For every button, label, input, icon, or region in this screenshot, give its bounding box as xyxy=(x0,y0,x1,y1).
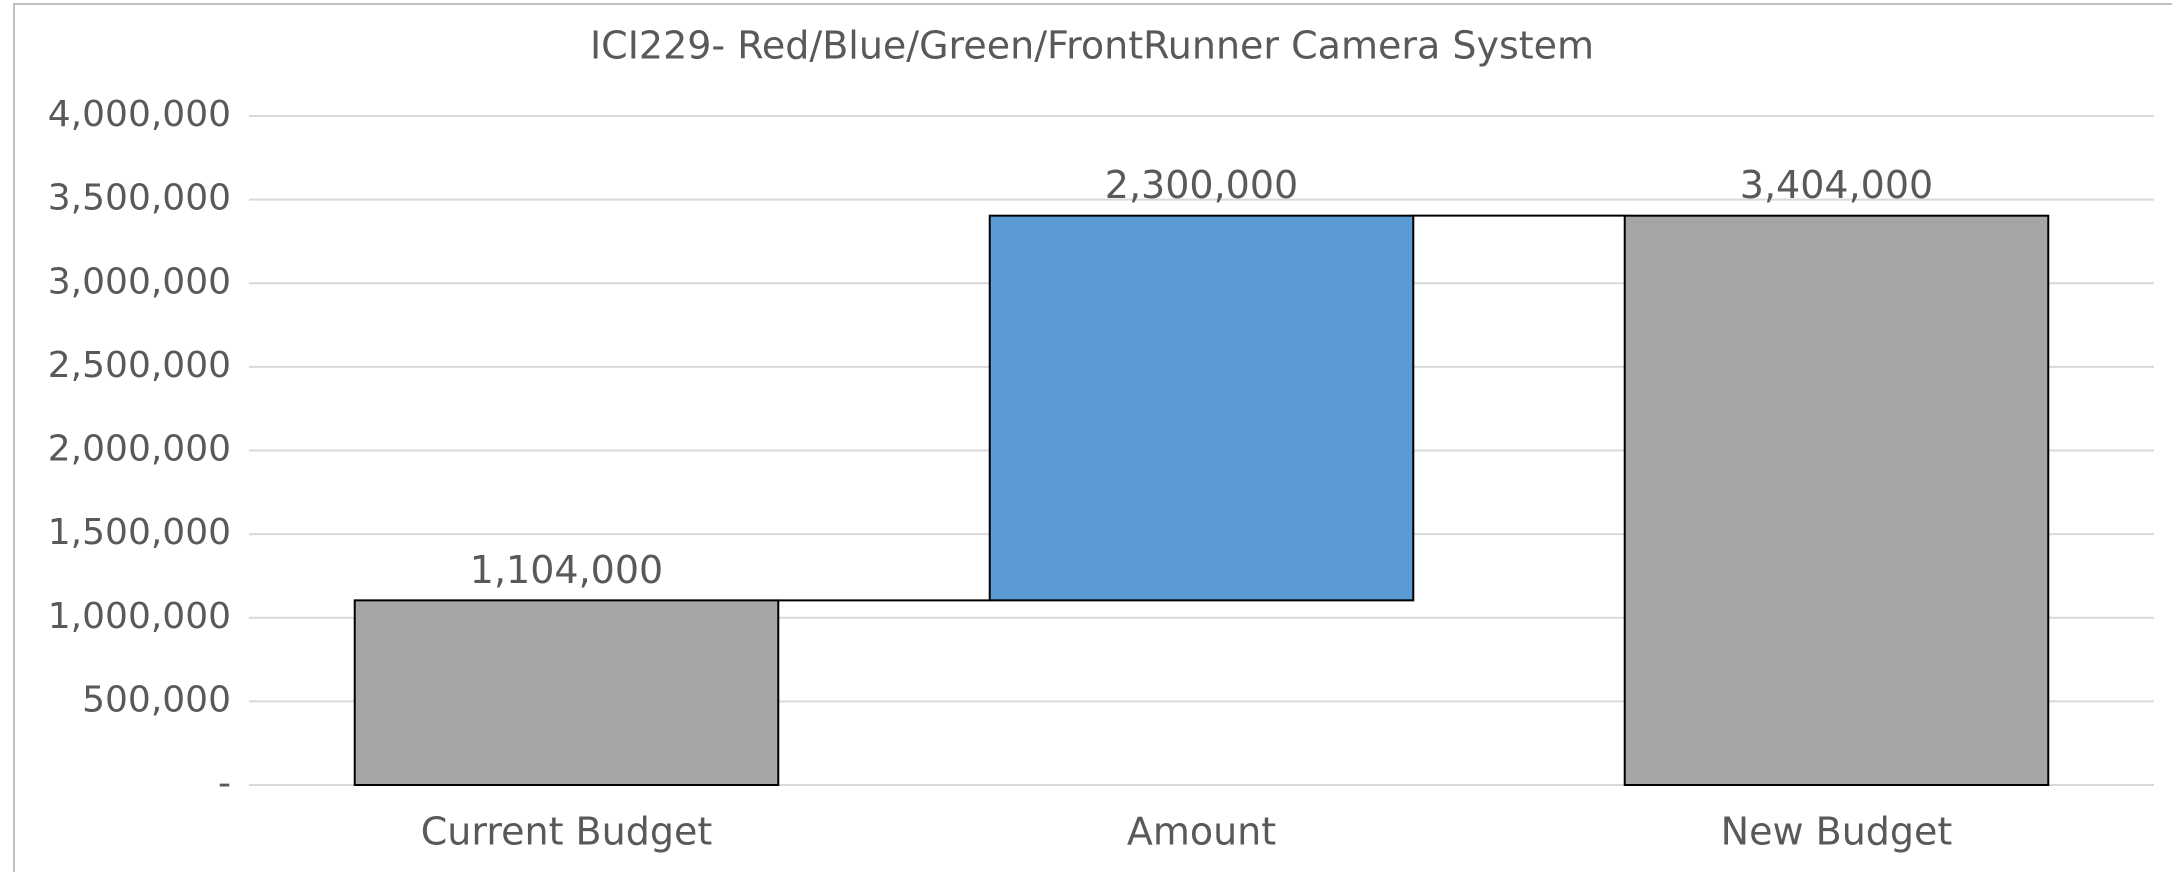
data-label: 3,404,000 xyxy=(1740,163,1933,207)
bar xyxy=(353,599,780,787)
y-tick-label: 500,000 xyxy=(82,679,231,720)
chart-title: ICI229- Red/Blue/Green/FrontRunner Camer… xyxy=(590,24,1594,68)
y-tick-label: 4,000,000 xyxy=(48,94,231,135)
x-tick-label: Current Budget xyxy=(421,810,712,854)
y-tick-label: - xyxy=(218,763,231,804)
bar xyxy=(988,214,1415,602)
y-tick-label: 2,500,000 xyxy=(48,345,231,386)
y-tick-label: 3,500,000 xyxy=(48,178,231,219)
y-tick-label: 1,500,000 xyxy=(48,512,231,553)
y-tick-label: 3,000,000 xyxy=(48,261,231,302)
bar xyxy=(1623,214,2050,786)
data-label: 1,104,000 xyxy=(470,548,663,592)
y-tick-label: 1,000,000 xyxy=(48,596,231,637)
data-label: 2,300,000 xyxy=(1105,163,1298,207)
x-tick-label: New Budget xyxy=(1721,810,1953,854)
y-tick-label: 2,000,000 xyxy=(48,429,231,470)
x-tick-label: Amount xyxy=(1127,810,1276,854)
